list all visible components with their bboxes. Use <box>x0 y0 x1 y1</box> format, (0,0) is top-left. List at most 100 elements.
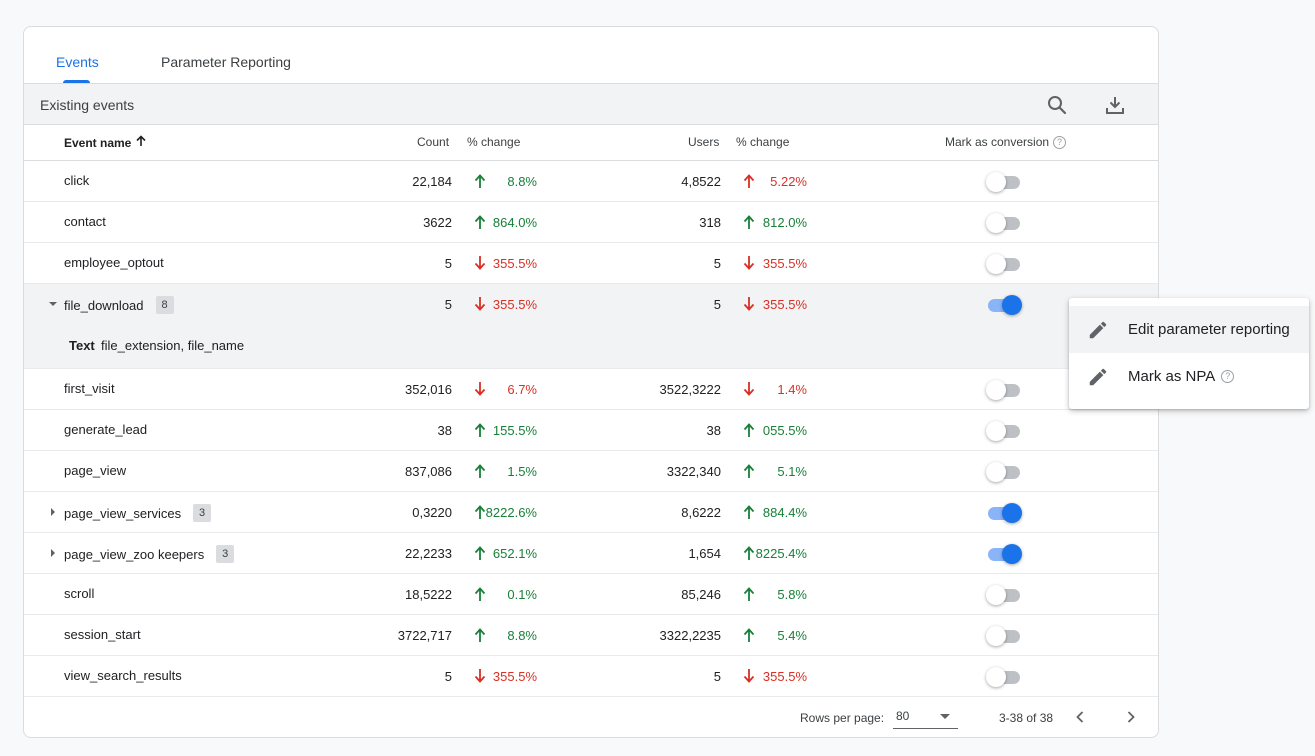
mark-conversion-toggle[interactable] <box>986 585 1022 605</box>
table-row[interactable]: file_download 8 5 355.5% 5 355.5% <box>24 284 1158 325</box>
users-value: 5 <box>713 256 721 271</box>
count-value: 22,2233 <box>405 546 452 561</box>
table-title: Existing events <box>40 97 135 113</box>
help-icon[interactable]: ? <box>1221 370 1235 383</box>
previous-page-button[interactable] <box>1070 707 1090 727</box>
arrow-up-icon <box>743 504 755 520</box>
toggle-knob <box>1002 544 1022 564</box>
arrow-up-icon <box>474 627 486 643</box>
mark-conversion-toggle[interactable] <box>986 213 1022 233</box>
column-header-users[interactable]: Users <box>688 135 720 149</box>
arrow-up-icon <box>135 135 147 150</box>
parameter-count-badge: 8 <box>155 296 174 314</box>
count-change-value: 652.1% <box>492 546 537 561</box>
tab-events[interactable]: Events <box>56 54 99 70</box>
arrow-down-icon <box>743 668 755 684</box>
table-row[interactable]: employee_optout 5 355.5% 5 355.5% <box>24 243 1158 284</box>
arrow-down-icon <box>474 381 486 397</box>
table-row[interactable]: generate_lead 38 155.5% 38 055.5% <box>24 410 1158 451</box>
caret-right-icon[interactable] <box>48 506 58 518</box>
event-name-cell: employee_optout <box>64 255 164 270</box>
menu-item-edit-parameter-reporting[interactable]: Edit parameter reporting <box>1069 306 1309 353</box>
event-name-cell: page_view_zoo keepers 3 <box>64 545 235 563</box>
users-value: 3322,2235 <box>659 628 721 643</box>
count-value: 38 <box>437 423 452 438</box>
pagination-range: 3-38 of 38 <box>999 711 1054 725</box>
count-change-value: 864.0% <box>492 215 537 230</box>
row-action-menu: Edit parameter reporting Mark as NPA? <box>1069 298 1309 409</box>
mark-conversion-toggle[interactable] <box>986 626 1022 646</box>
arrow-up-icon <box>743 214 755 230</box>
pagination-footer: Rows per page: 80 3-38 of 38 <box>24 697 1158 737</box>
toggle-knob <box>986 213 1006 233</box>
table-row[interactable]: view_search_results 5 355.5% 5 355.5% <box>24 656 1158 697</box>
table-row[interactable]: page_view 837,086 1.5% 3322,340 5.1% <box>24 451 1158 492</box>
column-header-event-name[interactable]: Event name <box>64 135 147 150</box>
event-name: session_start <box>64 627 141 642</box>
active-tab-indicator <box>63 80 90 83</box>
arrow-down-icon <box>743 381 755 397</box>
column-header-users-change[interactable]: % change <box>736 135 790 149</box>
toggle-knob <box>986 380 1006 400</box>
count-change-value: 355.5% <box>492 297 537 312</box>
arrow-down-icon <box>743 296 755 312</box>
search-icon[interactable] <box>1045 93 1069 117</box>
count-change-value: 1.5% <box>507 464 537 479</box>
toggle-knob <box>986 585 1006 605</box>
rows-per-page-select[interactable]: 80 <box>893 705 958 729</box>
users-change-value: 5.1% <box>777 464 807 479</box>
arrow-up-icon <box>743 627 755 643</box>
table-row[interactable]: page_view_zoo keepers 3 22,2233 652.1% 1,654… <box>24 533 1158 574</box>
mark-conversion-toggle[interactable] <box>986 380 1022 400</box>
pencil-icon <box>1087 366 1109 388</box>
table-row[interactable]: scroll 18,5222 0.1% 85,246 5.8% <box>24 574 1158 615</box>
column-header-count-change[interactable]: % change <box>467 135 521 149</box>
caret-down-icon[interactable] <box>48 298 58 310</box>
download-icon[interactable] <box>1103 93 1127 117</box>
arrow-up-icon <box>743 545 755 561</box>
count-value: 3722,717 <box>397 628 452 643</box>
arrow-up-icon <box>743 422 755 438</box>
mark-conversion-toggle[interactable] <box>986 172 1022 192</box>
event-name: view_search_results <box>64 668 182 683</box>
event-name: scroll <box>64 586 95 601</box>
event-name-cell: scroll <box>64 586 94 601</box>
arrow-up-icon <box>743 586 755 602</box>
next-page-button[interactable] <box>1121 707 1141 727</box>
menu-item-label: Edit parameter reporting <box>1128 321 1290 338</box>
event-name-cell: page_view_services 3 <box>64 504 212 522</box>
menu-item-mark-as-npa[interactable]: Mark as NPA? <box>1069 353 1309 400</box>
users-change-value: 355.5% <box>762 669 807 684</box>
toggle-knob <box>986 462 1006 482</box>
users-change-value: 5.8% <box>777 587 807 602</box>
table-row[interactable]: click 22,184 8.8% 4,8522 5.22% <box>24 161 1158 202</box>
column-header-label: Mark as conversion <box>945 135 1050 149</box>
help-icon[interactable]: ? <box>1053 136 1067 150</box>
count-change-value: 8.8% <box>507 174 537 189</box>
tab-parameter-reporting[interactable]: Parameter Reporting <box>161 54 291 70</box>
caret-down-icon <box>940 714 950 719</box>
mark-conversion-toggle[interactable] <box>986 462 1022 482</box>
arrow-down-icon <box>474 255 486 271</box>
mark-conversion-toggle[interactable] <box>986 503 1022 523</box>
event-name: generate_lead <box>64 422 148 437</box>
table-row[interactable]: page_view_services 3 0,3220 8222.6% 8,6222 88… <box>24 492 1158 533</box>
mark-conversion-toggle[interactable] <box>986 667 1022 687</box>
mark-conversion-toggle[interactable] <box>986 544 1022 564</box>
users-value: 8,6222 <box>681 505 721 520</box>
table-row[interactable]: session_start 3722,717 8.8% 3322,2235 5.4% <box>24 615 1158 656</box>
expanded-detail-row: Text file_extension, file_name <box>24 324 1158 369</box>
arrow-up-icon <box>743 463 755 479</box>
mark-conversion-toggle[interactable] <box>986 254 1022 274</box>
caret-right-icon[interactable] <box>48 547 58 559</box>
event-name: page_view <box>64 463 127 478</box>
table-row[interactable]: contact 3622 864.0% 318 812.0% <box>24 202 1158 243</box>
table-row[interactable]: first_visit 352,016 6.7% 3522,3222 1.4% <box>24 369 1158 410</box>
mark-conversion-toggle[interactable] <box>986 295 1022 315</box>
count-change-value: 6.7% <box>507 382 537 397</box>
arrow-up-icon <box>474 545 486 561</box>
toggle-knob <box>986 667 1006 687</box>
mark-conversion-toggle[interactable] <box>986 421 1022 441</box>
column-header-count[interactable]: Count <box>417 135 450 149</box>
users-change-value: 5.22% <box>770 174 807 189</box>
